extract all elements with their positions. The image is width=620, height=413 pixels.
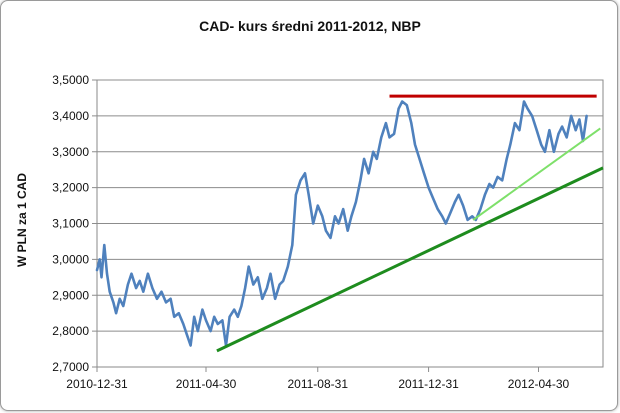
series-group (95, 100, 588, 347)
series-line (95, 100, 588, 347)
y-tick-label: 3,2000 (52, 181, 89, 195)
trend-line (216, 166, 604, 353)
y-tick-label: 3,3000 (52, 145, 89, 159)
trend-lines (216, 94, 604, 353)
y-tick-label: 3,1000 (52, 217, 89, 231)
chart-title: CAD- kurs średni 2011-2012, NBP (199, 18, 421, 34)
y-tick-label: 2,8000 (52, 324, 89, 338)
y-tick-label: 3,5000 (52, 73, 89, 87)
y-tick-label: 3,0000 (52, 252, 89, 266)
x-tick-label: 2012-04-30 (508, 377, 570, 391)
y-tick-label: 2,9000 (52, 288, 89, 302)
x-tick-label: 2010-12-31 (66, 377, 128, 391)
y-tick-label: 3,4000 (52, 109, 89, 123)
x-tick-label: 2011-08-31 (288, 377, 349, 391)
y-tick-labels: 2,7000 2,8000 2,9000 3,0000 3,1000 3,2000 3,30… (52, 73, 89, 374)
x-tick-label: 2011-04-30 (176, 377, 237, 391)
x-tick-label: 2011-12-31 (398, 377, 459, 391)
trend-line (472, 127, 601, 221)
x-tick-labels: 2010-12-31 2011-04-30 2011-08-31 2011-12-31… (66, 367, 570, 391)
y-tick-label: 2,7000 (52, 360, 89, 374)
